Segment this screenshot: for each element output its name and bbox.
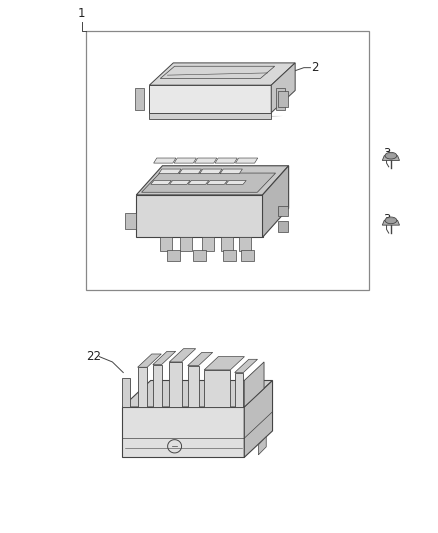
Polygon shape	[226, 181, 246, 184]
Polygon shape	[151, 181, 171, 184]
Polygon shape	[153, 351, 176, 365]
Bar	[167, 249, 180, 261]
Polygon shape	[258, 437, 266, 455]
Ellipse shape	[385, 152, 397, 159]
Bar	[278, 206, 288, 216]
Polygon shape	[244, 381, 272, 457]
Bar	[279, 91, 288, 107]
Polygon shape	[122, 378, 130, 407]
Polygon shape	[262, 166, 289, 237]
Bar	[239, 237, 251, 251]
Bar	[160, 237, 173, 251]
Polygon shape	[159, 169, 181, 174]
Polygon shape	[153, 365, 162, 407]
Polygon shape	[382, 220, 399, 225]
Polygon shape	[204, 357, 244, 370]
Polygon shape	[160, 66, 275, 78]
Polygon shape	[276, 88, 285, 110]
Bar	[193, 249, 206, 261]
Polygon shape	[244, 362, 264, 407]
Polygon shape	[235, 373, 244, 407]
Polygon shape	[235, 359, 258, 373]
Bar	[221, 237, 233, 251]
Bar	[241, 249, 254, 261]
Polygon shape	[135, 88, 144, 110]
Ellipse shape	[385, 217, 397, 224]
Polygon shape	[200, 169, 222, 174]
Polygon shape	[382, 156, 399, 160]
Bar	[180, 237, 192, 251]
Polygon shape	[271, 63, 295, 113]
Polygon shape	[187, 352, 213, 366]
Bar	[86, 30, 369, 290]
Polygon shape	[194, 158, 217, 163]
Text: 3: 3	[383, 213, 390, 226]
Polygon shape	[236, 158, 258, 163]
Bar	[201, 237, 214, 251]
Polygon shape	[188, 181, 209, 184]
Polygon shape	[215, 158, 237, 163]
Bar	[125, 213, 136, 229]
Polygon shape	[220, 169, 242, 174]
Polygon shape	[136, 195, 262, 237]
Polygon shape	[187, 366, 198, 407]
Polygon shape	[179, 169, 201, 174]
Polygon shape	[138, 354, 161, 367]
Polygon shape	[122, 381, 272, 407]
Bar	[278, 221, 288, 232]
Text: 22: 22	[86, 350, 101, 363]
Polygon shape	[138, 367, 147, 407]
Polygon shape	[207, 181, 227, 184]
Polygon shape	[170, 181, 190, 184]
Polygon shape	[149, 85, 271, 113]
Polygon shape	[204, 370, 230, 407]
Polygon shape	[174, 158, 196, 163]
Polygon shape	[122, 407, 244, 457]
Polygon shape	[149, 63, 295, 85]
Polygon shape	[141, 173, 276, 192]
Polygon shape	[170, 362, 182, 407]
Polygon shape	[170, 349, 196, 362]
Polygon shape	[136, 166, 289, 195]
Text: 2: 2	[311, 61, 318, 74]
Polygon shape	[149, 113, 271, 119]
Text: 3: 3	[383, 147, 390, 159]
Polygon shape	[149, 116, 283, 117]
Polygon shape	[154, 158, 176, 163]
Text: 1: 1	[78, 7, 86, 20]
Bar	[223, 249, 237, 261]
